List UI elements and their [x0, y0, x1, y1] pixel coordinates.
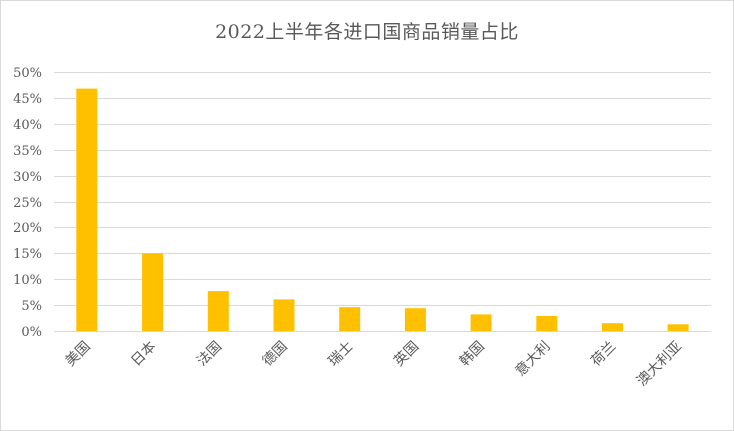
bar: [667, 324, 689, 331]
bar: [602, 323, 623, 331]
x-axis-category-labels: 美国 日本 法国 德国 瑞士 英国 韩国 意大利 荷兰 澳大利亚: [63, 338, 685, 390]
y-tick-label: 30%: [13, 170, 42, 185]
bar: [76, 88, 98, 331]
y-tick-label: 10%: [13, 273, 42, 288]
y-tick-label: 20%: [13, 221, 42, 236]
y-axis-tick-labels: 0% 5% 10% 15% 20% 25% 30% 35% 40% 45% 50%: [13, 66, 42, 340]
y-tick-label: 40%: [13, 118, 42, 133]
bar: [273, 299, 295, 331]
x-category-label: 德国: [260, 339, 291, 370]
bar: [470, 314, 492, 331]
y-tick-label: 45%: [13, 92, 42, 107]
y-tick-label: 50%: [13, 66, 42, 81]
chart-title: 2022上半年各进口国商品销量占比: [215, 21, 519, 43]
x-category-label: 荷兰: [588, 339, 619, 370]
y-tick-label: 15%: [13, 247, 42, 262]
y-tick-label: 0%: [21, 325, 42, 340]
y-tick-label: 25%: [13, 196, 42, 211]
x-category-label: 美国: [63, 339, 94, 370]
gridlines: [54, 72, 711, 332]
bar: [404, 308, 426, 331]
bar: [339, 307, 361, 331]
bar: [536, 316, 558, 331]
x-category-label: 意大利: [512, 338, 554, 380]
x-category-label: 韩国: [457, 339, 488, 370]
bar: [142, 253, 164, 331]
x-category-label: 澳大利亚: [634, 339, 685, 390]
y-tick-label: 5%: [21, 299, 42, 314]
bar: [207, 291, 229, 331]
x-category-label: 瑞士: [325, 339, 356, 370]
bars: [76, 88, 689, 331]
x-category-label: 日本: [128, 339, 159, 370]
y-tick-label: 35%: [13, 144, 42, 159]
x-category-label: 英国: [390, 338, 422, 370]
x-category-label: 法国: [194, 339, 225, 370]
